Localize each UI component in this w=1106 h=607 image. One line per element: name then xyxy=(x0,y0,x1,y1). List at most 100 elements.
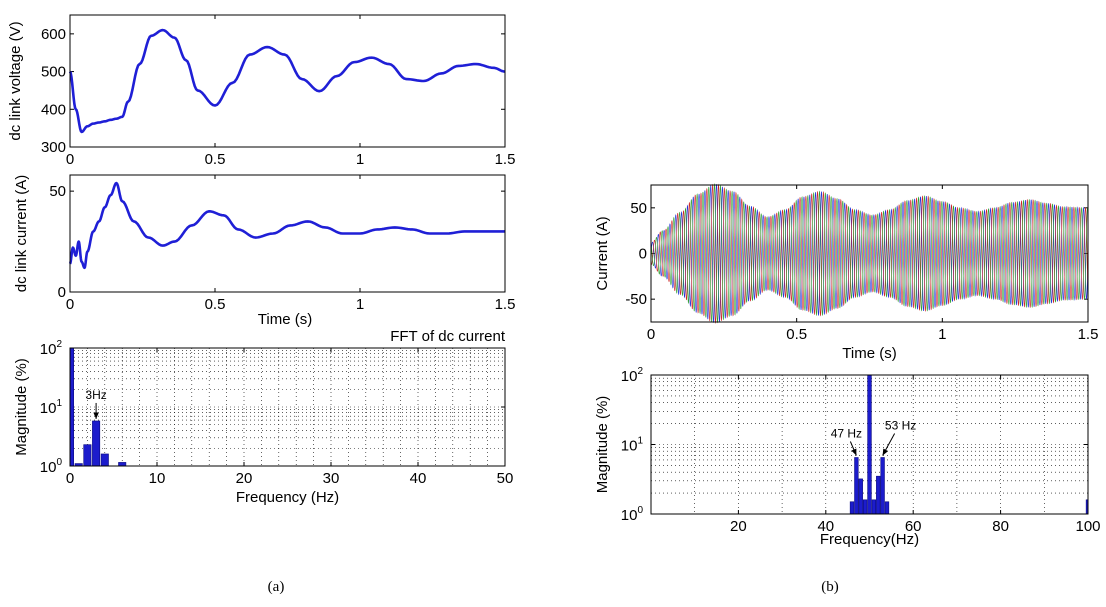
y-tick-label: 101 xyxy=(621,436,644,455)
x-tick-label: 10 xyxy=(149,470,166,487)
x-tick-label: 0 xyxy=(647,326,655,343)
annotation-label: 47 Hz xyxy=(831,427,862,441)
plot-frame xyxy=(69,174,506,293)
x-tick-label: 1.5 xyxy=(495,296,516,313)
x-ticks: 20 40 60 80 100 xyxy=(730,375,1101,535)
bar xyxy=(876,475,881,515)
bar xyxy=(880,457,885,515)
x-tick-label: 1.5 xyxy=(495,151,516,168)
x-ticks: 0 10 20 30 40 50 xyxy=(66,348,514,487)
bar xyxy=(83,444,92,467)
y-tick-label: 102 xyxy=(40,339,63,358)
y-tick-label: -50 xyxy=(625,291,647,308)
y-axis-label: Magnitude (%) xyxy=(594,396,611,494)
dc-current-plot: 0 0.5 1 1.5 0 50 Time (s) dc link current (A) xyxy=(13,174,516,328)
y-tick-label: 400 xyxy=(41,101,66,118)
y-tick-label: 50 xyxy=(630,200,647,217)
bar xyxy=(862,499,868,515)
y-tick-label: 300 xyxy=(41,139,66,156)
bar xyxy=(100,453,109,467)
y-tick-label: 100 xyxy=(40,457,63,476)
annotation-arrowhead xyxy=(851,448,857,456)
y-tick-exponent: 0 xyxy=(637,505,643,516)
series-line xyxy=(68,28,506,134)
x-axis-label: Frequency(Hz) xyxy=(820,531,919,548)
y-tick-label: 500 xyxy=(41,64,66,81)
x-tick-label: 1 xyxy=(356,296,364,313)
x-tick-label: 30 xyxy=(323,470,340,487)
x-tick-label: 40 xyxy=(817,518,834,535)
y-tick-base: 10 xyxy=(40,341,57,358)
y-axis-label: dc link voltage (V) xyxy=(7,21,24,140)
y-tick-label: 101 xyxy=(40,398,63,417)
bars xyxy=(849,374,1089,515)
x-axis-label: Time (s) xyxy=(258,311,312,328)
y-tick-base: 10 xyxy=(621,507,638,524)
x-axis-label: Time (s) xyxy=(842,345,896,362)
x-tick-label: 1 xyxy=(356,151,364,168)
y-tick-exponent: 0 xyxy=(56,457,62,468)
y-tick-base: 10 xyxy=(621,368,638,385)
y-tick-base: 10 xyxy=(40,459,57,476)
x-axis-label: Frequency (Hz) xyxy=(236,489,339,506)
y-tick-exponent: 1 xyxy=(637,436,643,447)
phase-current-fft-plot: 20 40 60 80 100100101102Frequency(Hz)Magnitu… xyxy=(594,366,1101,548)
plot-frame xyxy=(650,374,1089,515)
series-line-phase-0 xyxy=(650,184,1089,323)
y-axis-label: Current (A) xyxy=(594,216,611,290)
x-tick-label: 0 xyxy=(66,470,74,487)
x-tick-label: 1.5 xyxy=(1078,326,1099,343)
x-tick-label: 0.5 xyxy=(205,151,226,168)
plot-frame xyxy=(69,347,506,467)
x-tick-label: 0 xyxy=(66,296,74,313)
y-tick-exponent: 2 xyxy=(56,339,62,350)
bar xyxy=(92,420,101,467)
bar xyxy=(118,462,127,467)
x-tick-label: 0.5 xyxy=(205,296,226,313)
bar xyxy=(849,501,855,515)
x-tick-label: 20 xyxy=(730,518,747,535)
bar xyxy=(69,347,74,467)
bar xyxy=(854,457,859,515)
y-tick-base: 10 xyxy=(40,400,57,417)
x-tick-label: 0.5 xyxy=(786,326,807,343)
x-tick-label: 80 xyxy=(992,518,1009,535)
x-tick-label: 100 xyxy=(1075,518,1100,535)
x-tick-label: 60 xyxy=(905,518,922,535)
y-ticks: -50 0 50 xyxy=(625,200,1088,308)
annotation-label: 53 Hz xyxy=(885,419,916,433)
x-tick-label: 1 xyxy=(938,326,946,343)
x-tick-label: 0 xyxy=(66,151,74,168)
y-tick-label: 0 xyxy=(58,284,66,301)
x-tick-label: 50 xyxy=(497,470,514,487)
annotation-arrowhead xyxy=(882,448,889,456)
bar xyxy=(858,478,863,515)
y-ticks: 0 50 xyxy=(49,183,505,301)
series-line-phase-1 xyxy=(650,183,1089,324)
annotation-arrowhead xyxy=(93,412,99,419)
bar xyxy=(871,499,877,515)
y-ticks: 300 400 500 600 xyxy=(41,26,505,156)
plot-frame xyxy=(69,14,506,148)
chart-title: FFT of dc current xyxy=(390,328,506,345)
phase-current-plot: 0 0.5 1 1.5 -50 0 50 Time (s) Current (A) xyxy=(594,183,1099,362)
y-tick-label: 102 xyxy=(621,366,644,385)
series-line-phase-2 xyxy=(650,183,1089,324)
caption-a: (a) xyxy=(268,579,285,595)
caption-b: (b) xyxy=(821,579,839,595)
y-axis-label: Magnitude (%) xyxy=(13,358,30,456)
y-tick-exponent: 1 xyxy=(56,398,62,409)
y-tick-label: 50 xyxy=(49,183,66,200)
plot-frame xyxy=(650,184,1089,323)
y-tick-label: 0 xyxy=(639,246,647,263)
x-ticks: 0 0.5 1 1.5 xyxy=(66,15,516,168)
y-tick-label: 600 xyxy=(41,26,66,43)
bar xyxy=(867,374,872,515)
y-tick-base: 10 xyxy=(621,438,638,455)
series-line xyxy=(68,181,505,270)
x-tick-label: 20 xyxy=(236,470,253,487)
y-tick-label: 100 xyxy=(621,505,644,524)
